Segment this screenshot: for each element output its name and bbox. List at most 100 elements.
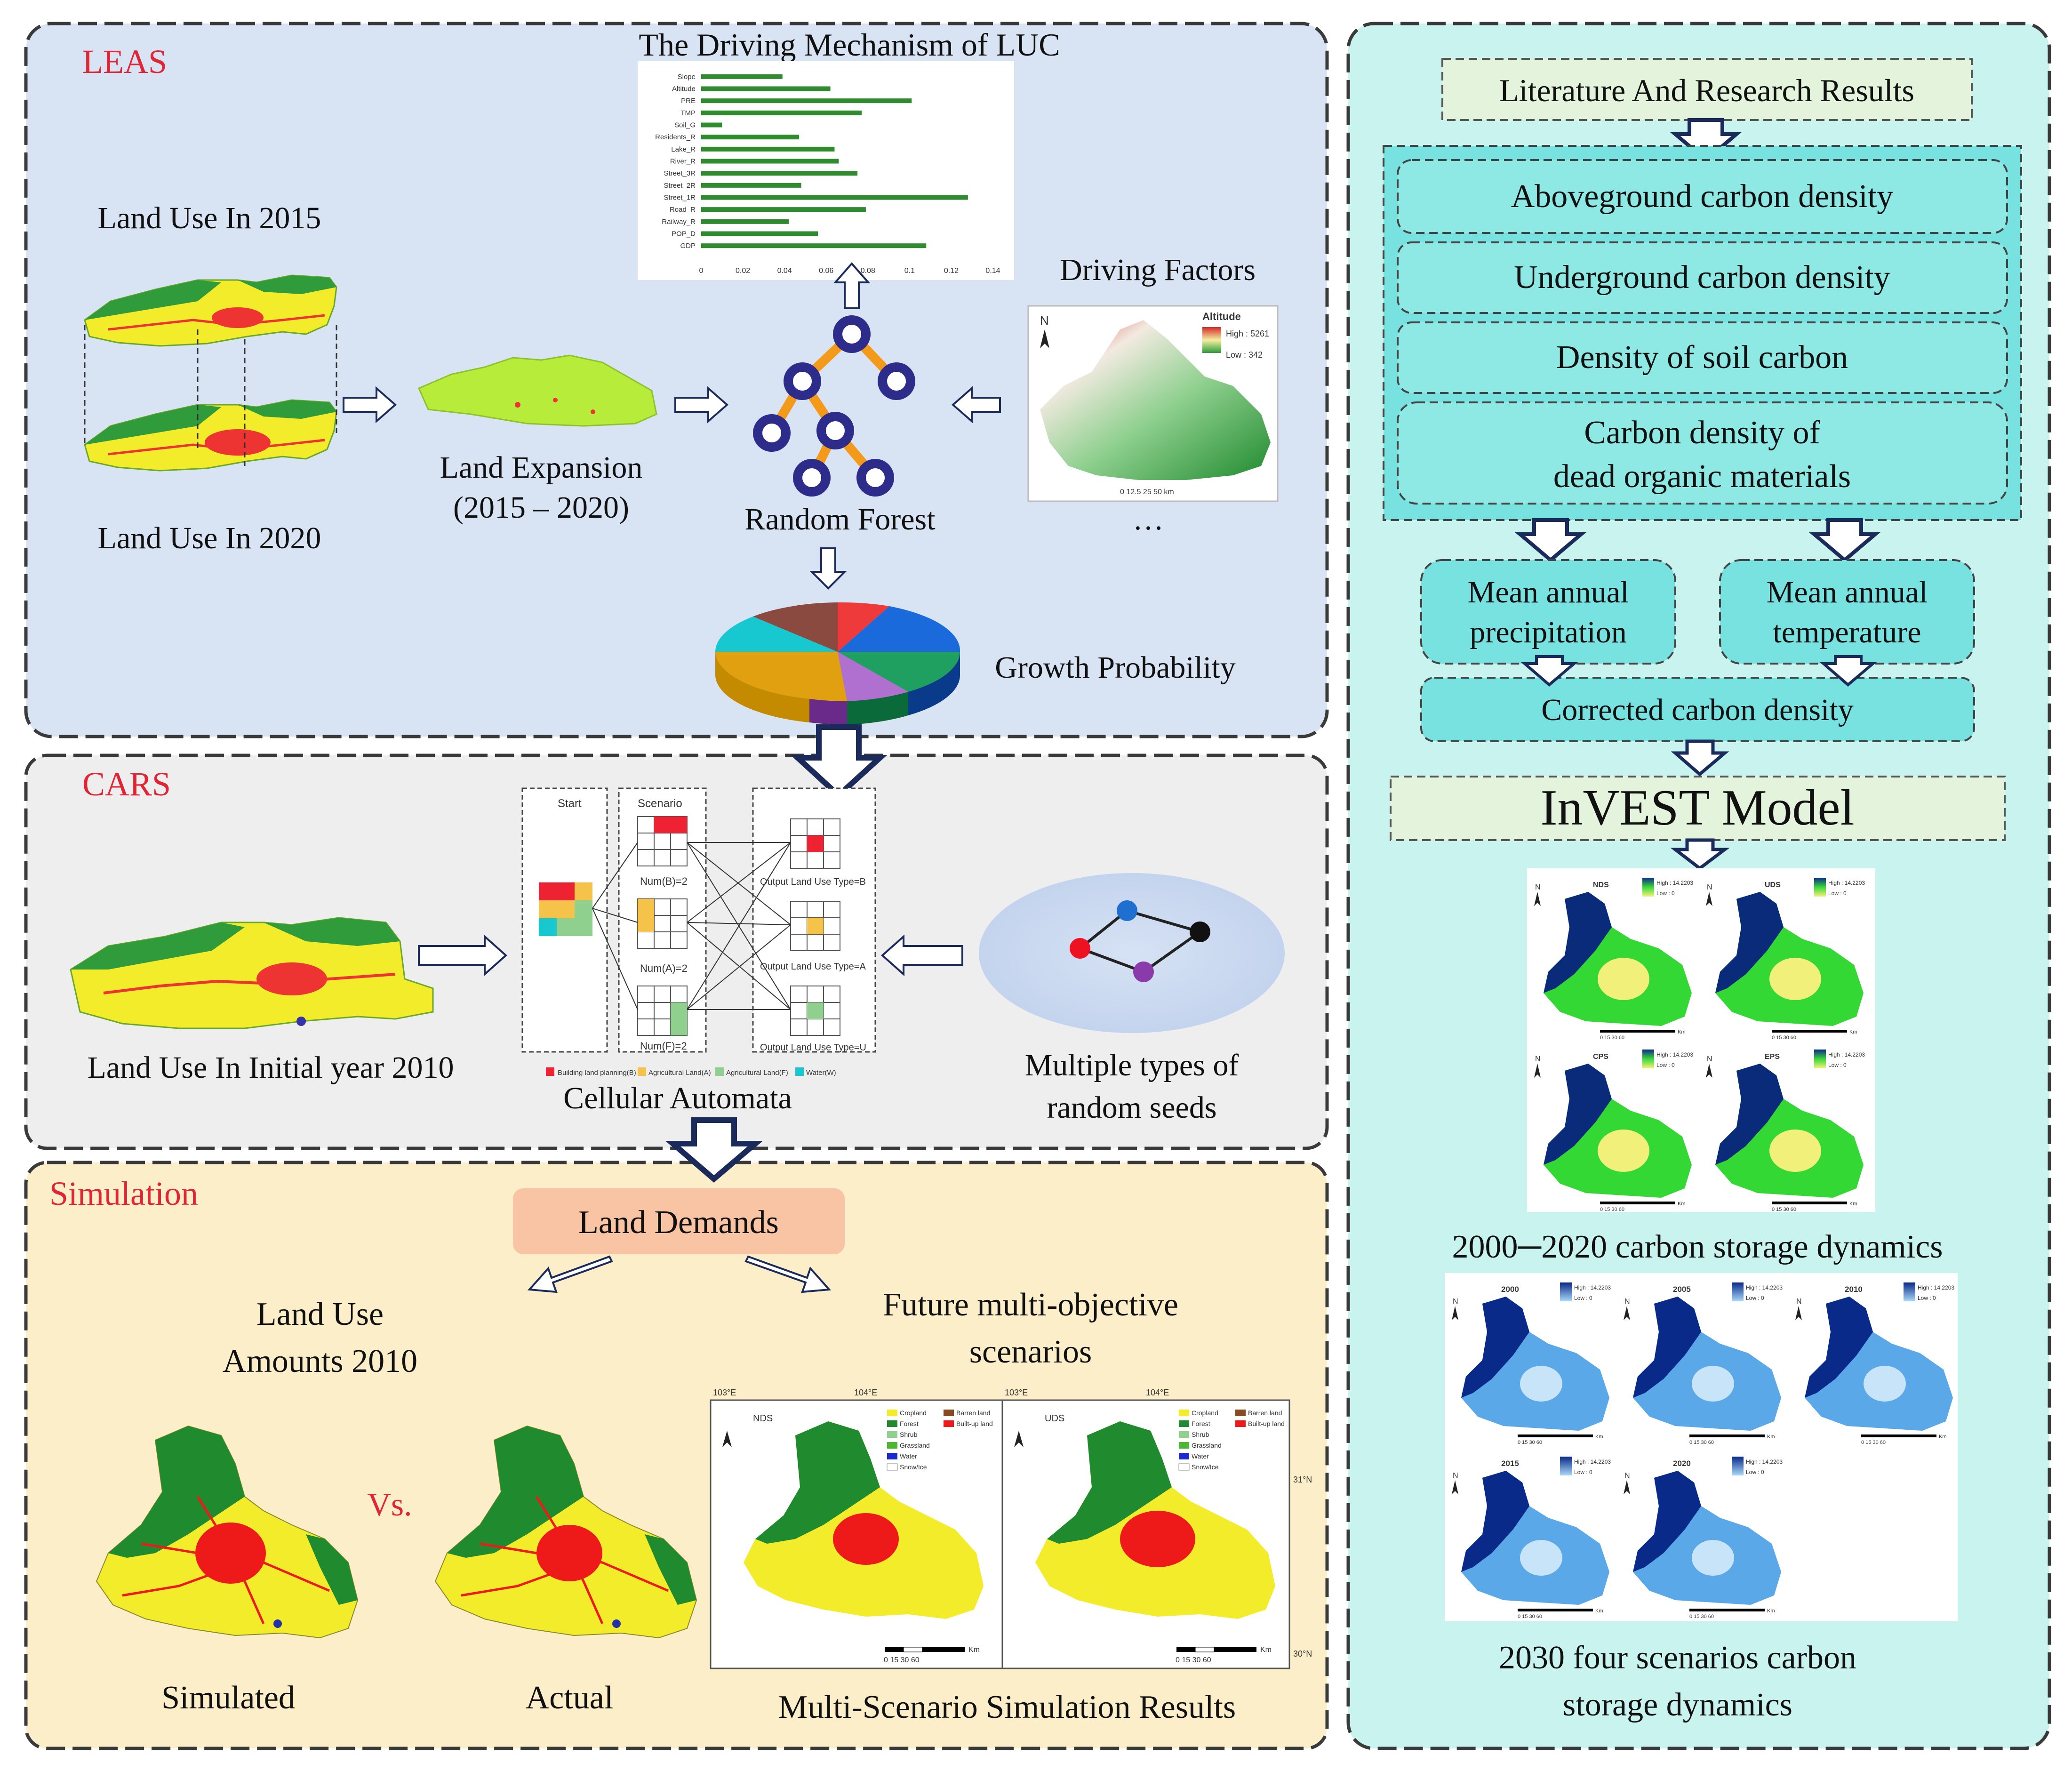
- year-map-km: Km: [1939, 1434, 1947, 1440]
- lat-31: 31°N: [1293, 1475, 1312, 1484]
- scenario-map-km: Km: [1678, 1029, 1686, 1035]
- year-map-km: Km: [1767, 1434, 1775, 1440]
- nds-legend-forest: Forest: [900, 1420, 919, 1427]
- year-map-label: 2005: [1673, 1285, 1691, 1294]
- bar-category-label: GDP: [680, 242, 696, 250]
- aboveground-box: [1397, 159, 2008, 234]
- year-map-scale: 0 15 30 60: [1518, 1440, 1542, 1445]
- scenario-map-high: High : 14.2203: [1656, 880, 1693, 886]
- scenario-map-high: High : 14.2203: [1828, 880, 1865, 886]
- bar-category-label: Soil_G: [674, 121, 696, 129]
- year-map-north: N: [1796, 1298, 1802, 1306]
- scenario-map-km: Km: [1849, 1029, 1857, 1035]
- scenario-map-scale: 0 15 30 60: [1772, 1207, 1796, 1212]
- ca-num-a: Num(A)=2: [640, 962, 688, 974]
- cellular-automata-label: Cellular Automata: [563, 1081, 792, 1115]
- factor-bar: [701, 86, 831, 91]
- land-use-2020-label: Land Use In 2020: [98, 521, 321, 555]
- year-map-high: High : 14.2203: [1918, 1284, 1954, 1291]
- arrow-initial-to-ca: [418, 934, 508, 977]
- dead-organic-label-line2: dead organic materials: [1553, 458, 1851, 495]
- initial-land-use-map: [70, 917, 434, 1029]
- year-carbon-map: 2020 High : 14.2203 Low : 0 N 0 15 30 60 Km: [1624, 1457, 1783, 1619]
- scenario-map-low: Low : 0: [1828, 1062, 1847, 1068]
- altitude-legend-high: High : 5261: [1226, 329, 1269, 338]
- ca-legend-building: Building land planning(B): [558, 1069, 636, 1077]
- land-use-map-2015: [84, 274, 337, 347]
- bar-category-label: POP_D: [672, 230, 696, 238]
- scenario-map-km: Km: [1678, 1201, 1686, 1207]
- simulated-label: Simulated: [161, 1680, 295, 1716]
- uds-legend-shrub: Shrub: [1192, 1431, 1209, 1438]
- year-carbon-map: 2015 High : 14.2203 Low : 0 N 0 15 30 60 Km: [1452, 1457, 1611, 1619]
- soil-carbon-label: Density of soil carbon: [1556, 339, 1848, 376]
- scenario-map-name: EPS: [1765, 1053, 1780, 1061]
- growth-probability-pie: [715, 602, 960, 725]
- scenario-carbon-map: NDS High : 14.2203 Low : 0 N 0 15 30 60 Km: [1534, 878, 1693, 1041]
- nds-km: Km: [968, 1646, 980, 1654]
- land-expansion-map: [418, 354, 657, 427]
- invest-model-label: InVEST Model: [1541, 780, 1855, 836]
- year-map-low: Low : 0: [1574, 1469, 1592, 1475]
- factor-bar: [701, 122, 722, 128]
- year-map-scale: 0 15 30 60: [1861, 1440, 1886, 1445]
- ca-num-f: Num(F)=2: [640, 1040, 687, 1052]
- land-use-amounts-line1: Land Use: [256, 1296, 384, 1332]
- uds-map-label: UDS: [1045, 1413, 1064, 1424]
- arrow-seeds-to-ca: [880, 934, 963, 977]
- temperature-label-line2: temperature: [1773, 615, 1921, 649]
- scenario-map-north: N: [1535, 1055, 1541, 1063]
- year-map-low: Low : 0: [1746, 1469, 1764, 1475]
- underground-label: Underground carbon density: [1514, 259, 1890, 296]
- ca-legend-water: Water(W): [806, 1069, 836, 1077]
- arrow-density-to-temp: [1809, 518, 1880, 563]
- bar-x-tick-label: 0.04: [777, 267, 792, 275]
- actual-label: Actual: [526, 1680, 614, 1716]
- luc-chart-title: The Driving Mechanism of LUC: [639, 27, 1060, 63]
- future-scenarios-line2: scenarios: [969, 1334, 1092, 1370]
- bar-x-tick-label: 0.14: [985, 267, 1000, 275]
- uds-legend-snow: Snow/Ice: [1192, 1463, 1219, 1471]
- uds-scale: 0 15 30 60: [1176, 1656, 1211, 1664]
- scenario-map-name: CPS: [1593, 1053, 1608, 1061]
- ca-output-b: Output Land Use Type=B: [760, 877, 866, 887]
- scenario-map-low: Low : 0: [1656, 890, 1675, 897]
- actual-land-use-map: [434, 1425, 697, 1639]
- factor-bar: [701, 207, 866, 212]
- scenario-map-scale: 0 15 30 60: [1600, 1207, 1624, 1212]
- year-map-low: Low : 0: [1574, 1295, 1592, 1301]
- scenario-map-name: NDS: [1593, 881, 1609, 889]
- uds-legend: Cropland Forest Shrub Grassland Water Sn…: [1178, 1409, 1285, 1471]
- bar-category-label: Street_2R: [664, 182, 696, 190]
- bar-category-label: Altitude: [672, 85, 696, 93]
- arrow-cars-to-simulation: [665, 1117, 763, 1183]
- scenario-map-north: N: [1707, 1055, 1712, 1063]
- uds-lon-103: 103°E: [1005, 1388, 1028, 1397]
- nds-legend-cropland: Cropland: [900, 1409, 927, 1417]
- year-map-high: High : 14.2203: [1746, 1284, 1783, 1291]
- leas-section-label: LEAS: [82, 43, 167, 80]
- factor-bar: [701, 183, 801, 188]
- ca-output-a: Output Land Use Type=A: [760, 962, 866, 972]
- literature-label: Literature And Research Results: [1499, 72, 1914, 108]
- factor-bar: [701, 98, 912, 104]
- factor-bar: [701, 219, 789, 224]
- bar-category-label: Road_R: [670, 206, 696, 214]
- lat-30: 30°N: [1293, 1649, 1312, 1659]
- scenario-map-north: N: [1535, 883, 1541, 891]
- stack-connector-lines: [84, 325, 337, 466]
- temperature-label-line1: Mean annual: [1767, 575, 1928, 609]
- driving-factor-bar-chart: Slope Altitude PRE TMP Soil_G Residents_R Lake…: [638, 61, 1014, 280]
- factor-bar: [701, 231, 818, 236]
- bar-x-tick-label: 0.02: [736, 267, 750, 275]
- bar-category-label: PRE: [681, 97, 696, 105]
- scenario-map-km: Km: [1849, 1201, 1857, 1207]
- soil-carbon-box: [1397, 321, 2008, 394]
- land-use-map-2020: [84, 399, 337, 472]
- arrow-invest-to-maps: [1670, 838, 1730, 871]
- dynamics-2030-line2: storage dynamics: [1563, 1687, 1792, 1723]
- arrow-demands-to-amounts: [527, 1255, 613, 1293]
- driving-factors-label: Driving Factors: [1060, 253, 1256, 287]
- arrow-density-to-precip: [1515, 518, 1586, 563]
